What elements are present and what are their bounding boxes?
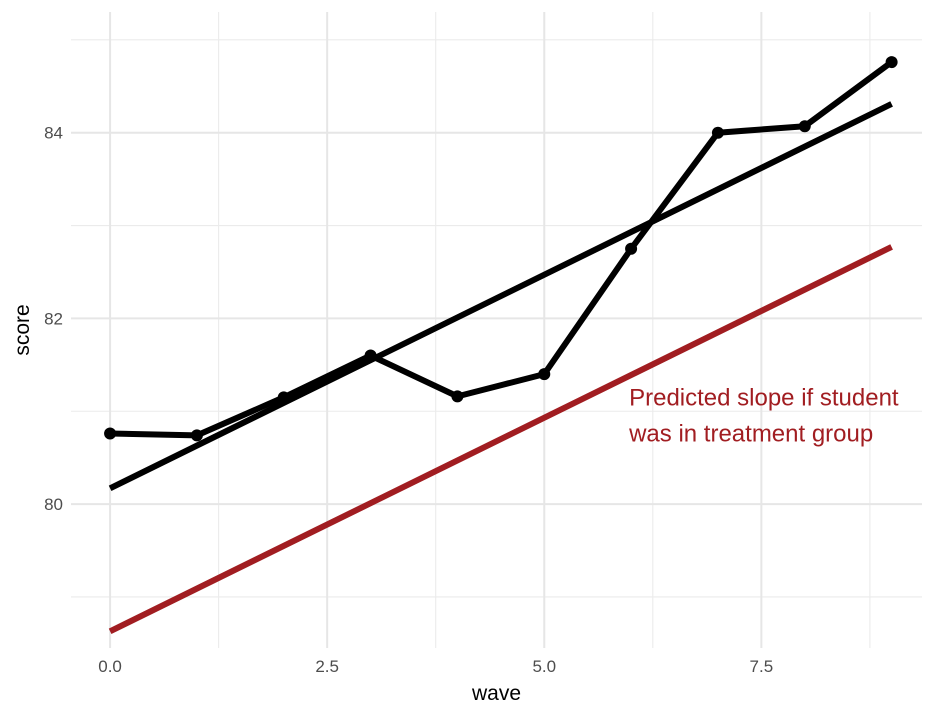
series-line-2 (108, 101, 893, 491)
y-tick-label: 80 (44, 495, 63, 514)
data-point (538, 368, 551, 381)
data-point (711, 126, 724, 139)
data-point (104, 427, 117, 440)
y-tick-label: 82 (44, 309, 63, 328)
data-point (798, 120, 811, 133)
label-layer: 0.0 2.5 5.0 7.5 80 82 84 Predicted slope if stu… (44, 124, 899, 676)
x-tick-label: 5.0 (532, 657, 556, 676)
y-axis-title: score (11, 304, 34, 355)
x-tick-label: 7.5 (750, 657, 774, 676)
series-line-3 (108, 244, 893, 634)
annotation-line: was in treatment group (628, 420, 873, 447)
data-point (190, 429, 203, 442)
series-layer (104, 56, 898, 634)
series-line-1 (110, 59, 894, 439)
x-axis-title: wave (471, 682, 521, 705)
data-point (625, 242, 638, 255)
x-tick-label: 2.5 (315, 657, 339, 676)
data-point (451, 390, 464, 403)
x-tick-label: 0.0 (98, 657, 122, 676)
grid-layer (71, 12, 922, 648)
y-tick-label: 84 (44, 124, 63, 143)
annotation-line: Predicted slope if student (629, 384, 899, 411)
data-point (885, 56, 898, 69)
